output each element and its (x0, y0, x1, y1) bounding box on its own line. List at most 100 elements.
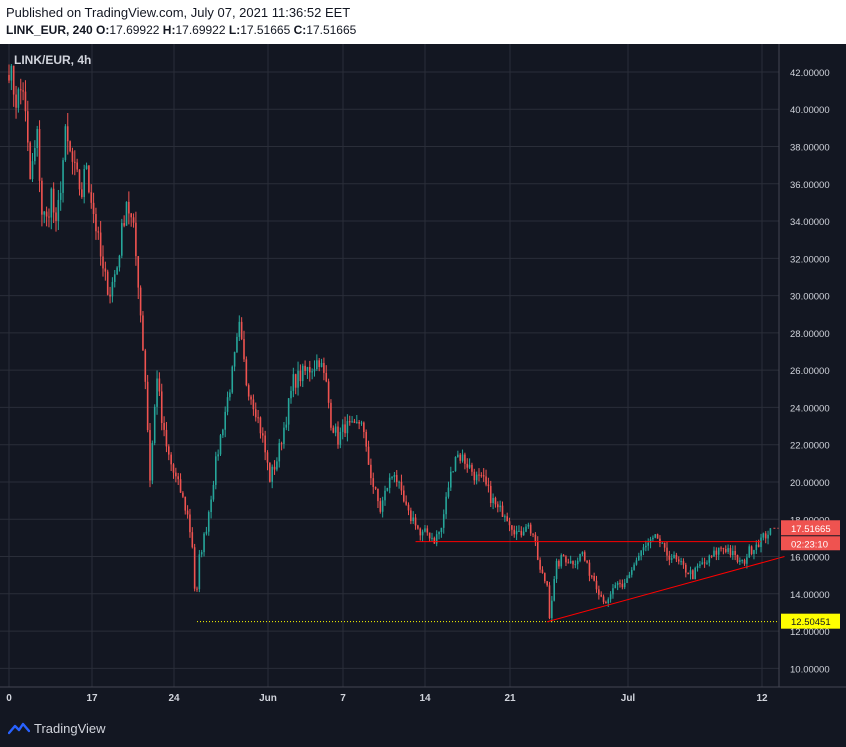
candle-body (297, 370, 299, 388)
price-axis: 10.0000012.0000014.0000016.0000018.00000… (790, 68, 830, 675)
low-value: 17.51665 (240, 23, 291, 37)
candle-body (395, 474, 398, 483)
candle-body (250, 396, 252, 400)
candle-body (351, 421, 353, 423)
y-tick-label: 38.00000 (790, 143, 830, 154)
candle-body (515, 531, 518, 535)
candle-body (348, 421, 351, 423)
candle-body (22, 90, 24, 92)
candle-body (652, 537, 654, 540)
candle-body (614, 585, 617, 589)
price-chart[interactable]: 10.0000012.0000014.0000016.0000018.00000… (0, 44, 846, 713)
candle-body (506, 516, 508, 522)
candle-body (551, 600, 553, 619)
candle-body (142, 315, 144, 351)
candle-body (313, 369, 316, 372)
candle-body (323, 362, 325, 373)
candle-body (522, 531, 525, 536)
candle-body (254, 409, 257, 418)
candle-body (34, 148, 36, 162)
candle-body (583, 552, 586, 561)
candle-body (391, 476, 393, 478)
x-tick-label: 7 (340, 693, 346, 704)
candle-body (81, 189, 83, 198)
candle-body (113, 274, 116, 282)
candle-body (407, 504, 410, 511)
candle-body (370, 464, 372, 479)
candle-body (217, 454, 219, 457)
candle-body (466, 463, 469, 468)
candle-body (175, 472, 177, 477)
candle-body (337, 426, 339, 445)
candle-body (513, 529, 516, 535)
candle-body (24, 91, 27, 112)
candle-body (621, 583, 624, 588)
x-tick-label: 21 (504, 693, 516, 704)
x-tick-label: 14 (419, 693, 431, 704)
candle-body (736, 554, 739, 562)
candle-body (200, 552, 203, 555)
candle-body (106, 271, 109, 295)
candle-body (548, 585, 551, 619)
footer: TradingView (0, 713, 846, 747)
ascending-trendline (547, 556, 785, 623)
candle-body (576, 560, 579, 565)
candle-body (92, 202, 95, 215)
candle-body (116, 267, 118, 275)
candle-body (379, 501, 382, 512)
candle-body (52, 188, 55, 213)
candle-body (222, 429, 224, 436)
candle-body (132, 217, 135, 223)
candle-body (426, 528, 429, 533)
candle-body (682, 561, 685, 565)
candle-body (428, 532, 431, 539)
candle-body (661, 542, 664, 544)
candle-body (325, 372, 328, 382)
candle-body (74, 161, 76, 163)
candle-body (525, 526, 527, 532)
candle-body (243, 339, 245, 360)
candle-body (638, 555, 640, 561)
candle-body (320, 362, 323, 367)
candle-body (193, 547, 196, 589)
candle-body (109, 294, 111, 297)
candle-body (405, 501, 407, 505)
candle-body (41, 180, 43, 215)
candle-body (160, 391, 163, 424)
candle-body (750, 546, 753, 554)
candle-body (764, 533, 767, 539)
high-value: 17.69922 (175, 23, 226, 37)
candle-body (146, 381, 149, 431)
support-price-tag (781, 613, 840, 629)
candle-body (527, 524, 530, 527)
candle-body (560, 555, 563, 567)
candle-body (645, 545, 647, 548)
candle-body (31, 161, 34, 180)
candle-body (572, 561, 574, 565)
candle-body (762, 533, 765, 538)
candle-body (696, 565, 699, 568)
tradingview-brand: TradingView (34, 721, 106, 736)
candle-body (97, 231, 100, 233)
candle-body (400, 481, 403, 491)
candle-body (713, 550, 715, 557)
candle-body (600, 594, 602, 597)
candle-body (673, 554, 675, 559)
candle-body (605, 601, 607, 604)
chart-title: LINK/EUR, 4h (14, 53, 91, 67)
candle-body (649, 539, 652, 543)
candle-body (536, 541, 539, 560)
candle-body (346, 421, 349, 434)
y-tick-label: 34.00000 (790, 217, 830, 228)
candle-body (139, 287, 142, 316)
x-tick-label: Jul (621, 693, 636, 704)
x-tick-label: 17 (86, 693, 98, 704)
candle-body (419, 528, 422, 536)
candle-body (283, 427, 285, 444)
candle-body (15, 94, 17, 108)
candle-body (45, 211, 48, 217)
candle-body (118, 255, 121, 268)
candle-body (630, 569, 633, 575)
candlestick-series (8, 64, 772, 623)
support-price-label: 12.50451 (791, 617, 831, 628)
